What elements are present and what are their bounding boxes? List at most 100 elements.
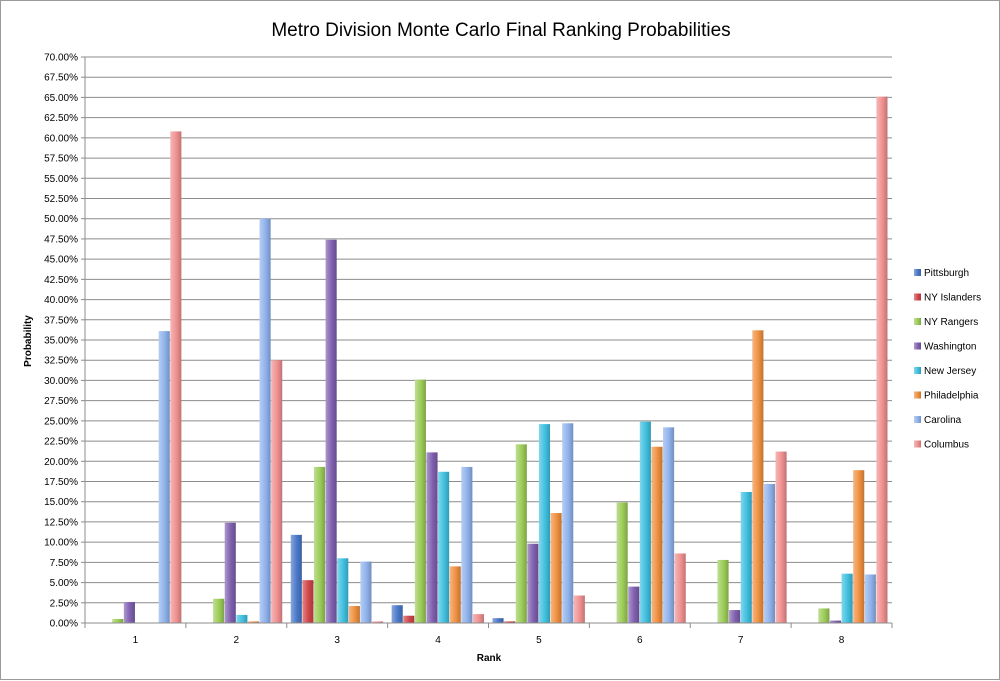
bar-ny-rangers-rank-5 [515,444,527,623]
x-tick-label: 2 [234,635,240,646]
legend-label: Pittsburgh [924,268,969,279]
bar-columbus-rank-6 [674,553,686,623]
axes [81,56,893,628]
y-tick-label: 22.50% [44,437,78,448]
y-tick-label: 12.50% [44,517,78,528]
legend-label: Carolina [924,415,962,426]
bars [112,96,888,624]
y-tick-label: 10.00% [44,538,78,549]
bar-washington-rank-3 [325,239,337,624]
bar-carolina-rank-5 [562,423,574,623]
x-tick-label: 3 [334,635,340,646]
x-axis-title: Rank [477,653,502,664]
bar-carolina-rank-1 [158,331,170,623]
bar-ny-rangers-rank-8 [818,608,830,623]
y-tick-label: 47.50% [44,234,78,245]
y-tick-label: 25.00% [44,416,78,427]
y-tick-label: 27.50% [44,396,78,407]
bar-columbus-rank-8 [876,96,888,624]
bar-pittsburgh-rank-4 [391,605,403,623]
y-tick-label: 57.50% [44,154,78,165]
bar-ny-rangers-rank-3 [313,466,326,623]
y-tick-label: 35.00% [44,336,78,347]
bar-philadelphia-rank-2 [247,621,260,623]
bar-philadelphia-rank-6 [651,446,663,623]
x-tick-label: 8 [839,635,845,646]
legend-label: Columbus [924,440,969,451]
legend-swatch [914,391,921,399]
x-tick-label: 7 [738,635,744,646]
y-tick-label: 50.00% [44,214,78,225]
y-tick-labels: 0.00% 2.50% 5.00% 7.50% 10.00% 12.50% 15.00% 17… [44,53,78,630]
y-tick-label: 60.00% [44,133,78,144]
x-tick-label: 5 [536,635,542,646]
bar-carolina-rank-4 [461,466,473,623]
y-tick-label: 15.00% [44,497,78,508]
y-tick-label: 30.00% [44,376,78,387]
bar-columbus-rank-7 [775,451,787,623]
y-tick-label: 40.00% [44,295,78,306]
bar-ny-islanders-rank-5 [504,621,516,623]
bar-philadelphia-rank-4 [449,566,461,623]
y-tick-label: 7.50% [50,558,78,569]
y-tick-label: 65.00% [44,93,78,104]
bar-columbus-rank-1 [170,131,182,623]
bar-columbus-rank-4 [472,614,484,623]
bar-columbus-rank-3 [372,621,384,623]
bar-philadelphia-rank-5 [550,513,562,623]
y-tick-label: 5.00% [50,578,78,589]
bar-ny-rangers-rank-2 [213,598,225,623]
x-tick-label: 6 [637,635,643,646]
bar-ny-islanders-rank-3 [302,580,314,623]
bar-carolina-rank-6 [663,427,675,623]
x-tick-label: 4 [435,635,441,646]
bar-pittsburgh-rank-5 [492,618,504,623]
bar-washington-rank-2 [224,522,236,623]
bar-new-jersey-rank-2 [236,614,248,623]
legend-swatch [914,269,921,276]
bar-new-jersey-rank-8 [841,573,853,623]
bar-new-jersey-rank-4 [438,471,450,623]
y-tick-label: 0.00% [50,619,78,630]
bar-columbus-rank-2 [271,360,283,623]
y-tick-label: 37.50% [44,315,78,326]
bar-columbus-rank-5 [573,595,585,623]
y-tick-label: 2.50% [50,598,78,609]
bar-ny-islanders-rank-4 [403,615,415,623]
bar-philadelphia-rank-8 [853,470,865,623]
bar-washington-rank-5 [527,543,539,623]
y-tick-label: 55.00% [44,174,78,185]
bar-ny-rangers-rank-7 [717,559,729,623]
y-tick-label: 32.50% [44,356,78,367]
legend-swatch [914,318,921,325]
y-tick-label: 17.50% [44,477,78,488]
y-tick-label: 45.00% [44,255,78,266]
bar-philadelphia-rank-3 [348,606,360,623]
chart-title: Metro Division Monte Carlo Final Ranking… [271,20,730,41]
y-tick-label: 70.00% [44,53,78,64]
bar-pittsburgh-rank-3 [290,534,302,623]
y-tick-label: 67.50% [44,73,78,84]
legend-label: NY Islanders [924,293,981,304]
legend-swatch [914,293,921,301]
legend-swatch [914,367,921,374]
bar-carolina-rank-2 [259,218,271,623]
bar-carolina-rank-3 [360,561,372,623]
bar-washington-rank-6 [628,586,640,623]
bar-new-jersey-rank-6 [639,421,651,623]
y-axis-title: Probability [23,315,34,367]
bar-washington-rank-7 [729,610,741,623]
legend: Pittsburgh NY Islanders NY Rangers Washingt… [914,268,981,451]
legend-label: New Jersey [924,366,976,377]
bar-ny-rangers-rank-4 [414,379,426,623]
bar-new-jersey-rank-7 [740,492,752,623]
y-tick-label: 62.50% [44,113,78,124]
y-tick-label: 52.50% [44,194,78,205]
bar-washington-rank-8 [829,620,842,623]
bar-ny-rangers-rank-6 [616,502,628,623]
x-tick-labels: 1 2 3 4 5 6 7 8 [133,635,845,646]
x-tick-label: 1 [133,635,139,646]
y-tick-label: 20.00% [44,457,78,468]
